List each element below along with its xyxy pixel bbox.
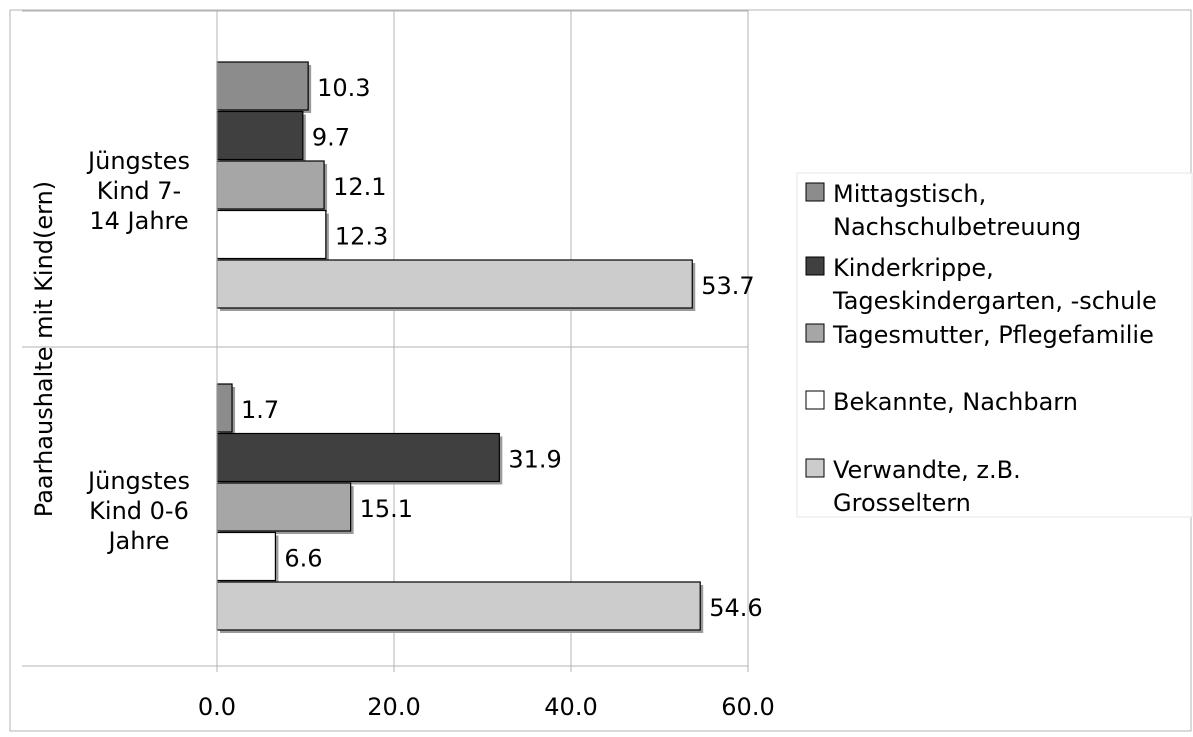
- legend-label: Nachschulbetreuung: [833, 213, 1081, 241]
- legend-swatch: [805, 390, 825, 410]
- category-label: Jüngstes: [86, 467, 190, 495]
- bar: [216, 581, 701, 631]
- legend-label: Bekannte, Nachbarn: [833, 388, 1078, 416]
- legend-label: Tageskindergarten, -schule: [832, 287, 1157, 315]
- category-label: Kind 7-: [97, 177, 181, 205]
- category-label: Kind 0-6: [89, 497, 189, 525]
- legend-swatch: [805, 256, 825, 276]
- data-label: 10.3: [317, 74, 370, 102]
- data-label: 12.1: [333, 173, 386, 201]
- y-axis-title: Paarhaushalte mit Kind(ern): [30, 181, 58, 517]
- category-label: 14 Jahre: [89, 207, 188, 235]
- x-tick-label: 20.0: [367, 693, 420, 721]
- legend-swatch: [805, 323, 825, 343]
- bar: [216, 259, 693, 309]
- x-tick-label: 40.0: [544, 693, 597, 721]
- bar: [216, 531, 277, 582]
- bar: [216, 110, 304, 161]
- bar: [216, 209, 327, 260]
- legend-label: Verwandte, z.B.: [833, 456, 1021, 484]
- legend-box: [796, 172, 1193, 518]
- data-label: 6.6: [284, 545, 322, 573]
- x-tick-label: 0.0: [198, 693, 236, 721]
- data-label: 31.9: [508, 446, 561, 474]
- x-tick-label: 60.0: [721, 693, 774, 721]
- bar: [216, 61, 309, 111]
- bar: [216, 482, 352, 532]
- legend-label: Tagesmutter, Pflegefamilie: [832, 321, 1154, 349]
- data-label: 15.1: [360, 495, 413, 523]
- data-label: 53.7: [701, 272, 754, 300]
- data-label: 9.7: [312, 124, 350, 152]
- category-label: Jüngstes: [86, 147, 190, 175]
- legend-label: Mittagstisch,: [833, 180, 986, 208]
- data-label: 12.3: [335, 223, 388, 251]
- legend-label: Kinderkrippe,: [833, 254, 994, 282]
- legend-swatch: [805, 182, 825, 202]
- legend-label: Grosseltern: [833, 489, 971, 517]
- bar: [216, 432, 500, 483]
- bar: [216, 160, 325, 210]
- data-label: 1.7: [241, 396, 279, 424]
- category-label: Jahre: [106, 527, 169, 555]
- data-label: 54.6: [709, 594, 762, 622]
- legend-swatch: [805, 458, 825, 478]
- bar: [216, 383, 233, 433]
